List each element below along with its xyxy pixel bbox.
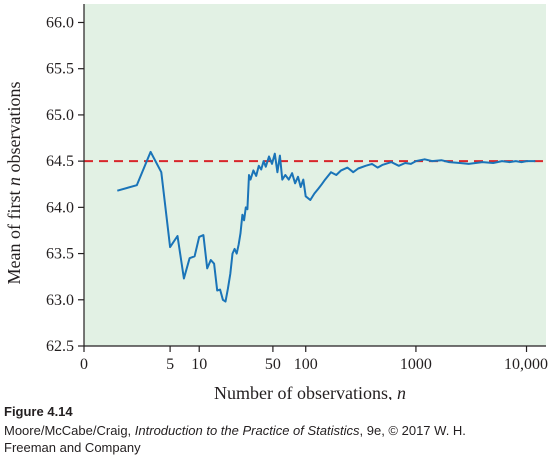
y-tick-label: 65.5 [46,61,74,78]
y-tick-label: 65.0 [46,107,74,124]
chart: 0 5 10 50 100 1000 10,000 62.5 63.0 63.5 64.0 64.5… [4,4,548,400]
x-tick-label: 10,000 [504,356,548,373]
figure-credit-line2: Freeman and Company [4,440,141,455]
x-tick-label: 1000 [400,356,432,373]
y-tick-label: 62.5 [46,338,74,355]
x-tick-label: 50 [265,356,281,373]
x-axis-title: Number of observations, n [214,383,406,400]
figure-credit: Moore/McCabe/Craig, Introduction to the … [4,423,466,438]
x-tick-label: 0 [80,356,88,373]
y-tick-label: 63.0 [46,292,74,309]
series-line [117,150,536,303]
y-tick-label: 63.5 [46,246,74,263]
figure-label: Figure 4.14 [4,404,73,419]
x-tick-label: 5 [166,356,174,373]
plot-background [84,4,546,346]
y-tick-label: 64.5 [46,153,74,170]
y-axis-title: Mean of first n observations [4,82,24,285]
y-tick-label: 64.0 [46,199,74,216]
x-tick-label: 10 [191,356,207,373]
y-axis: 62.5 63.0 63.5 64.0 64.5 65.0 65.5 66.0 [46,4,85,355]
y-tick-label: 66.0 [46,14,74,31]
x-axis: 0 5 10 50 100 1000 10,000 [80,345,548,373]
x-tick-label: 100 [294,356,318,373]
